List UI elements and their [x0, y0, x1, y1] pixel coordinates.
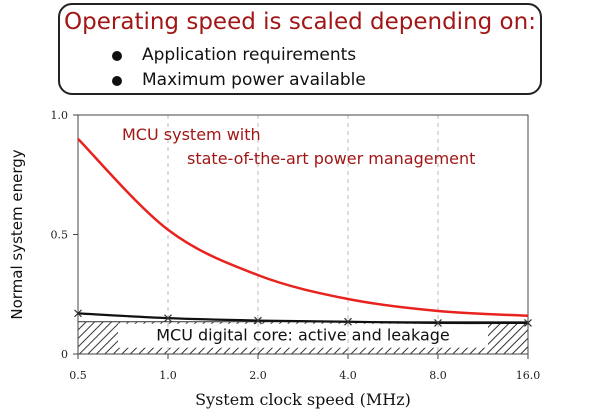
y-tick-label: 1.0: [51, 109, 69, 122]
x-tick-label: 8.0: [429, 369, 447, 382]
y-tick-label: 0: [61, 348, 68, 361]
x-tick-label: 4.0: [339, 369, 357, 382]
bullet-dot-icon: [112, 51, 122, 61]
bullet-item: Application requirements: [112, 43, 366, 68]
x-axis-label: System clock speed (MHz): [195, 390, 411, 409]
x-tick-label: 2.0: [249, 369, 267, 382]
series-2-point: [524, 319, 532, 327]
callout-box: Operating speed is scaled depending on: …: [58, 3, 542, 95]
core-band-label-bg: [118, 323, 488, 348]
x-tick-label: 0.5: [69, 369, 87, 382]
series-2-point: [344, 317, 352, 326]
bullet-dot-icon: [112, 76, 122, 86]
x-tick-label: 16.0: [516, 369, 541, 382]
bullet-text: Maximum power available: [142, 70, 366, 90]
bullet-item: Maximum power available: [112, 68, 366, 93]
series-line-2: [77, 312, 529, 325]
bullet-list: Application requirements Maximum power a…: [112, 43, 366, 93]
series-1-label-line-1: MCU system with: [122, 125, 261, 144]
core-band-label: MCU digital core: active and leakage: [156, 326, 450, 345]
bullet-text: Application requirements: [142, 45, 357, 65]
callout-title: Operating speed is scaled depending on:: [64, 9, 536, 35]
series-2-point: [74, 309, 82, 318]
series-line-1: [77, 138, 529, 318]
series-2-point: [434, 319, 442, 327]
y-axis-label: Normal system energy: [8, 149, 26, 319]
x-tick-label: 1.0: [159, 369, 177, 382]
series-2-point: [254, 316, 262, 325]
series-1-label-line-2: state-of-the-art power management: [187, 149, 475, 168]
y-tick-label: 0.5: [51, 229, 69, 242]
series-2-point: [164, 314, 172, 323]
